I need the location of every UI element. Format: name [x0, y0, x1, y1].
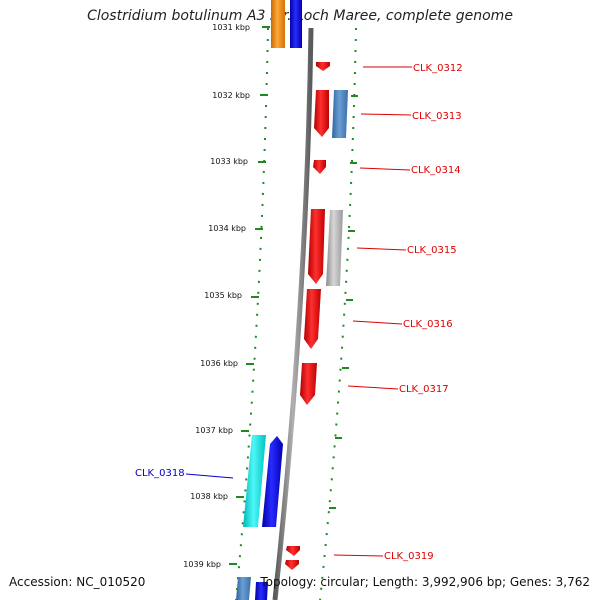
tick-label-1039: 1039 kbp — [183, 560, 221, 569]
gene-label-CLK_0315[interactable]: CLK_0315 — [407, 245, 457, 256]
tick-label-1033: 1033 kbp — [210, 157, 248, 166]
blue-feature-top — [290, 0, 302, 48]
gene-CLK_0312-arrow[interactable] — [316, 62, 330, 71]
gene-CLK_0319-arrow-b[interactable] — [285, 560, 299, 570]
blue-feature-bottom — [255, 582, 268, 600]
topology-summary: Topology: circular; Length: 3,992,906 bp… — [260, 575, 590, 589]
tick-label-1034: 1034 kbp — [208, 224, 246, 233]
outer-ring-ticks — [329, 95, 358, 509]
orange-feature-top — [271, 0, 285, 48]
gene-CLK_0315-arrow[interactable] — [308, 209, 325, 284]
steelblue-feature-bottom — [236, 577, 251, 600]
gene-label-CLK_0312[interactable]: CLK_0312 — [413, 63, 463, 74]
tick-label-1031: 1031 kbp — [212, 23, 250, 32]
gene-CLK_0318-arrow[interactable] — [262, 436, 283, 527]
gene-CLK_0313-arrow[interactable] — [314, 90, 329, 137]
label-connectors — [185, 66, 412, 557]
gene-label-CLK_0317[interactable]: CLK_0317 — [399, 384, 449, 395]
gene-label-CLK_0318[interactable]: CLK_0318 — [135, 468, 185, 479]
gene-label-CLK_0319[interactable]: CLK_0319 — [384, 551, 434, 562]
gene-label-CLK_0313[interactable]: CLK_0313 — [412, 111, 462, 122]
cyan-feature-0318 — [243, 435, 266, 527]
tick-label-1035: 1035 kbp — [204, 291, 242, 300]
gene-label-CLK_0316[interactable]: CLK_0316 — [403, 319, 453, 330]
genome-backbone — [272, 27, 314, 600]
steelblue-feature-0313 — [332, 90, 348, 138]
gene-CLK_0316-arrow[interactable] — [304, 289, 321, 349]
gene-CLK_0317-arrow[interactable] — [300, 363, 317, 405]
tick-label-1038: 1038 kbp — [190, 492, 228, 501]
gene-CLK_0319-arrow-a[interactable] — [286, 546, 300, 556]
tick-label-1036: 1036 kbp — [200, 359, 238, 368]
grey-feature-0315 — [326, 210, 343, 286]
gene-CLK_0314-arrow[interactable] — [313, 160, 326, 174]
scale-ticks: 1031 kbp 1032 kbp 1033 kbp 1034 kbp 1035… — [183, 23, 270, 569]
tick-label-1032: 1032 kbp — [212, 91, 250, 100]
accession-text: Accession: NC_010520 — [9, 575, 146, 589]
tick-label-1037: 1037 kbp — [195, 426, 233, 435]
gene-label-CLK_0314[interactable]: CLK_0314 — [411, 165, 461, 176]
